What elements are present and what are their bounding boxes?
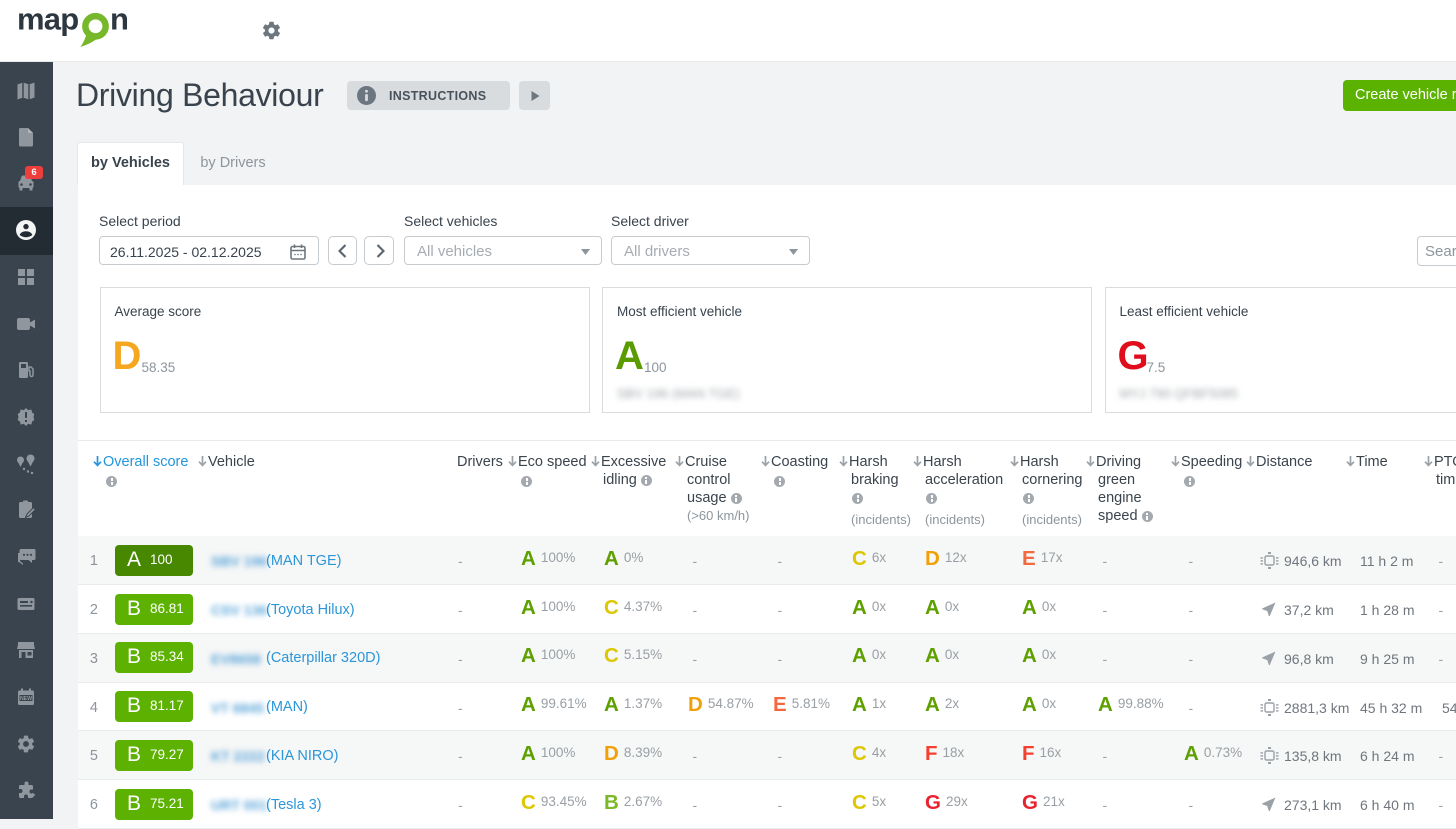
svg-text:map: map [17, 2, 78, 37]
svg-text:n: n [110, 2, 129, 37]
svg-text:NEW: NEW [20, 696, 32, 702]
